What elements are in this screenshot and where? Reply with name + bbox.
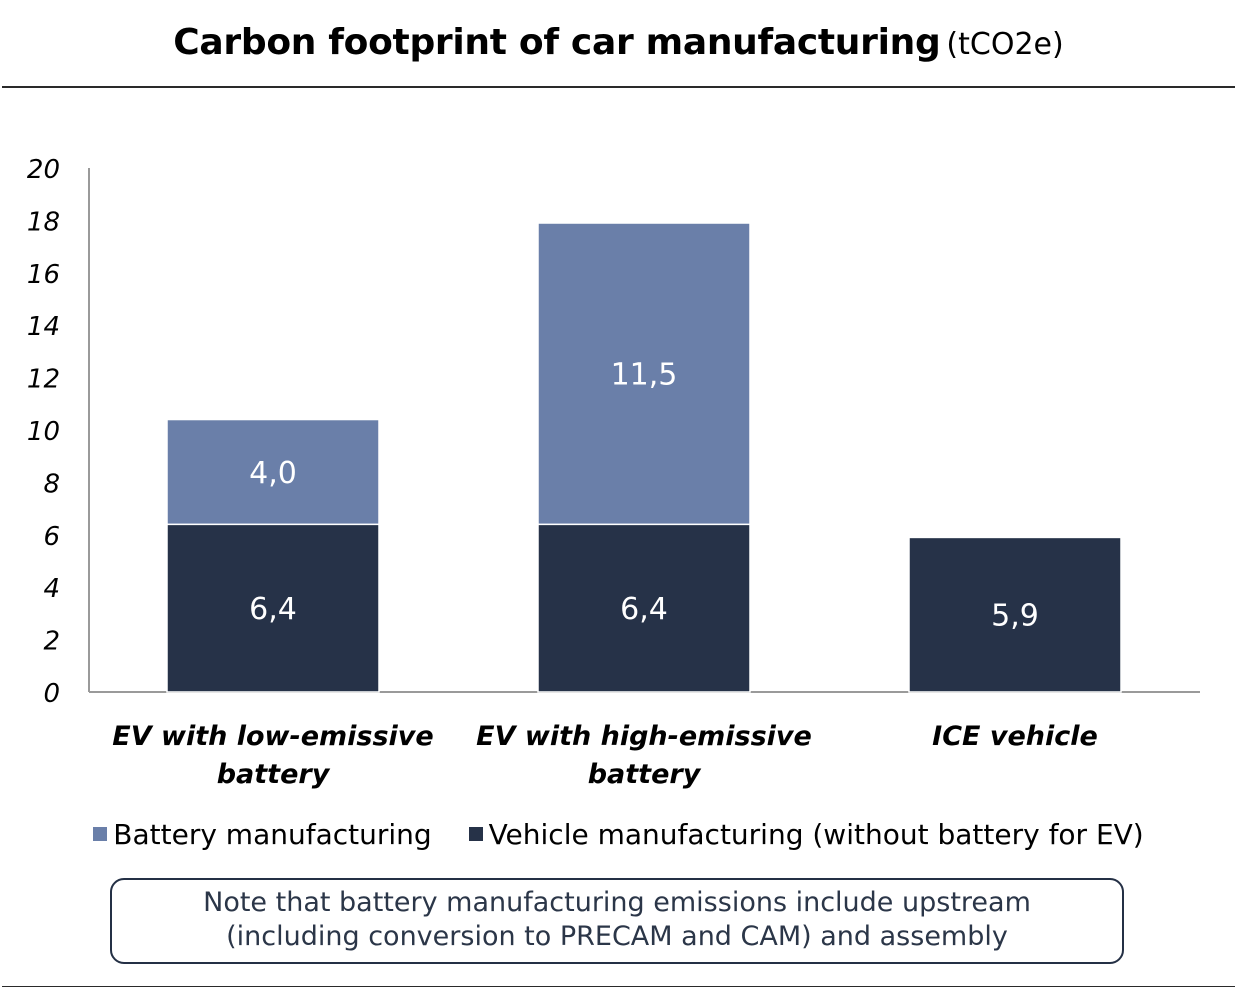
bar-1-series-0 [537, 523, 751, 693]
y-tick-label-16: 16 [27, 260, 60, 290]
bar-value-label-0-1: 4,0 [249, 456, 297, 491]
legend-label-battery: Battery manufacturing [113, 818, 432, 851]
note-line-1: Note that battery manufacturing emission… [203, 887, 1031, 918]
y-tick-label-18: 18 [27, 207, 60, 237]
chart-title: Carbon footprint of car manufacturing [173, 22, 941, 63]
bottom-rule [2, 986, 1235, 987]
bar-0-series-0 [166, 523, 380, 693]
legend-label-vehicle: Vehicle manufacturing (without battery f… [488, 818, 1144, 851]
legend: Battery manufacturing Vehicle manufactur… [0, 818, 1237, 851]
category-label-ev-low: EV with low-emissive battery [112, 721, 434, 790]
top-rule [2, 86, 1235, 88]
bar-value-label-0-0: 6,4 [249, 592, 297, 627]
y-tick-label-10: 10 [27, 417, 60, 447]
note-box: Note that battery manufacturing emission… [110, 878, 1124, 964]
y-tick-label-2: 2 [43, 627, 60, 657]
note-line-2: (including conversion to PRECAM and CAM)… [226, 921, 1008, 952]
bar-value-label-1-0: 6,4 [620, 592, 668, 627]
bar-2-series-0 [908, 536, 1122, 693]
y-tick-label-12: 12 [27, 365, 60, 395]
category-label-ev-high: EV with high-emissive battery [476, 721, 812, 790]
chart-title-block: Carbon footprint of car manufacturing (tC… [0, 22, 1237, 63]
y-tick-label-4: 4 [43, 574, 60, 604]
legend-item-vehicle: Vehicle manufacturing (without battery f… [468, 818, 1144, 851]
category-label-ice: ICE vehicle [932, 721, 1098, 752]
y-tick-label-6: 6 [43, 522, 60, 552]
y-tick-label-14: 14 [27, 312, 60, 342]
bar-value-label-1-1: 11,5 [611, 358, 678, 393]
legend-item-battery: Battery manufacturing [93, 818, 432, 851]
bar-1-series-1 [537, 222, 751, 526]
chart-unit: (tCO2e) [946, 27, 1064, 62]
bar-value-label-2-0: 5,9 [991, 599, 1039, 634]
legend-swatch-vehicle [468, 827, 483, 841]
y-tick-label-20: 20 [27, 155, 60, 185]
legend-swatch-battery [93, 827, 108, 841]
y-tick-label-0: 0 [43, 679, 60, 709]
y-tick-label-8: 8 [43, 469, 60, 499]
bar-0-series-1 [166, 418, 380, 526]
